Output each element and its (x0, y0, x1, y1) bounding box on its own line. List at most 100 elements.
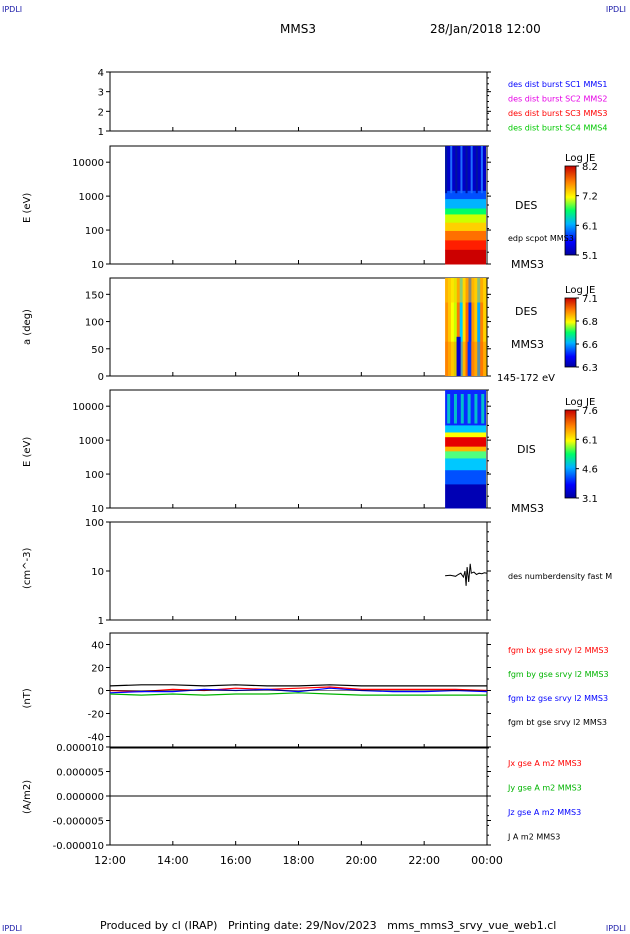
y-tick-label: 50 (91, 345, 104, 356)
panel-instrument-label: DIS (517, 443, 536, 456)
series-label: des numberdensity fast M (508, 572, 612, 581)
heatmap-band (445, 470, 486, 485)
heatmap-band (445, 437, 486, 448)
panel-spacecraft-label: MMS3 (511, 258, 544, 271)
colorbar-tick-label: 6.6 (582, 340, 598, 351)
y-tick-label: -0.000005 (53, 817, 104, 828)
heatmap-band (445, 240, 486, 251)
x-tick-label: 14:00 (157, 854, 189, 867)
heatmap-column (470, 146, 473, 194)
y-tick-label: 40 (91, 641, 104, 652)
heatmap-column (480, 278, 484, 376)
series-line-3 (109, 684, 487, 687)
series-label: Jy gse A m2 MMS3 (507, 784, 582, 793)
heatmap-column (465, 278, 469, 376)
y-tick-label: 10000 (72, 158, 104, 169)
y-tick-label: 4 (98, 68, 104, 79)
heatmap-column (459, 278, 464, 376)
heatmap-band (445, 190, 486, 200)
y-tick-label: 0 (98, 372, 104, 383)
y-tick-label: -20 (88, 710, 104, 721)
heatmap-band (445, 458, 486, 471)
heatmap-column (468, 278, 472, 376)
panel-frame-burst-flags (109, 71, 488, 132)
y-tick-label: 20 (91, 664, 104, 675)
heatmap-column (455, 146, 458, 194)
series-label: fgm bz gse srvy l2 MMS3 (508, 694, 608, 703)
y-tick-label: 100 (85, 226, 104, 237)
y-tick-label: 2 (98, 107, 104, 118)
datetime-title: 28/Jan/2018 12:00 (430, 22, 541, 36)
heatmap-band (445, 425, 486, 433)
colorbar-dis-energy (564, 409, 577, 499)
heatmap-column (450, 146, 453, 194)
heatmap-column (483, 278, 487, 376)
colorbar-tick-label: 5.1 (582, 251, 598, 262)
y-tick-label: 3 (98, 88, 104, 99)
colorbar-tick-label: 3.1 (582, 494, 598, 505)
series-label: fgm bx gse srvy l2 MMS3 (508, 646, 609, 655)
heatmap-column (474, 394, 478, 424)
heatmap-column (477, 278, 481, 376)
heatmap-band (445, 222, 486, 232)
y-tick-label: 0.000000 (56, 792, 104, 803)
y-tick-label: 1000 (79, 192, 104, 203)
colorbar-des-pitch-title: Log JE (565, 285, 595, 296)
heatmap-column (453, 278, 458, 376)
series-label: Jx gse A m2 MMS3 (507, 759, 582, 768)
x-tick-label: 00:00 (471, 854, 503, 867)
y-axis-label: E (eV) (22, 437, 33, 467)
heatmap-band (445, 214, 486, 224)
colorbar-tick-label: 6.1 (582, 221, 598, 232)
panel-frame-des-pitch-angle (109, 277, 488, 377)
heatmap-column (474, 278, 478, 376)
panel-frame-des-energy (109, 145, 488, 265)
y-axis-label: E (eV) (22, 193, 33, 223)
y-tick-label: 0.000005 (56, 768, 104, 779)
heatmap-band (445, 446, 486, 452)
corner-label-bottom-right: IPDLI (605, 924, 626, 933)
series-label: Jz gse A m2 MMS3 (507, 808, 581, 817)
heatmap-band (445, 432, 486, 438)
y-tick-label: 100 (85, 518, 104, 529)
legend-entry: des dist burst SC1 MMS1 (508, 80, 607, 89)
colorbar-dis-energy-title: Log JE (565, 397, 595, 408)
y-tick-label: -40 (88, 733, 104, 744)
series-label: fgm by gse srvy l2 MMS3 (508, 670, 609, 679)
y-tick-label: 1 (98, 127, 104, 138)
y-tick-label: 10000 (72, 402, 104, 413)
series-line-0 (109, 686, 488, 693)
legend-entry: des dist burst SC4 MMS4 (508, 124, 607, 133)
series-label: fgm bt gse srvy l2 MMS3 (508, 718, 607, 727)
colorbar-des-pitch (564, 297, 577, 368)
heatmap-block (456, 336, 461, 376)
footer-credit: Produced by cl (IRAP) Printing date: 29/… (100, 919, 557, 932)
x-tick-label: 20:00 (345, 854, 377, 867)
heatmap-column (471, 278, 475, 376)
corner-label-top-left: IPDLI (2, 5, 23, 14)
y-tick-label: 100 (85, 470, 104, 481)
heatmap-column (467, 394, 471, 424)
colorbar-tick-label: 7.2 (582, 192, 598, 203)
heatmap-column (448, 278, 452, 376)
y-tick-label: 100 (85, 318, 104, 329)
y-axis-label: (nT) (22, 688, 33, 708)
heatmap-column (460, 394, 464, 424)
x-tick-label: 22:00 (408, 854, 440, 867)
heatmap-band (445, 341, 486, 376)
y-axis-label: a (deg) (22, 309, 33, 345)
heatmap-band (445, 249, 486, 265)
heatmap-band (445, 199, 486, 210)
y-axis-label: (A/m2) (22, 780, 33, 814)
colorbar-tick-label: 7.6 (582, 406, 598, 417)
heatmap-band (445, 208, 486, 215)
heatmap-column (460, 146, 463, 194)
heatmap-column (445, 146, 448, 194)
heatmap-band (445, 278, 486, 303)
legend-entry: des dist burst SC2 MMS2 (508, 95, 607, 104)
x-tick-label: 12:00 (94, 854, 126, 867)
y-tick-label: 150 (85, 290, 104, 301)
x-tick-label: 18:00 (283, 854, 315, 867)
panel-note-label: edp scpot MMS3 (508, 234, 574, 243)
